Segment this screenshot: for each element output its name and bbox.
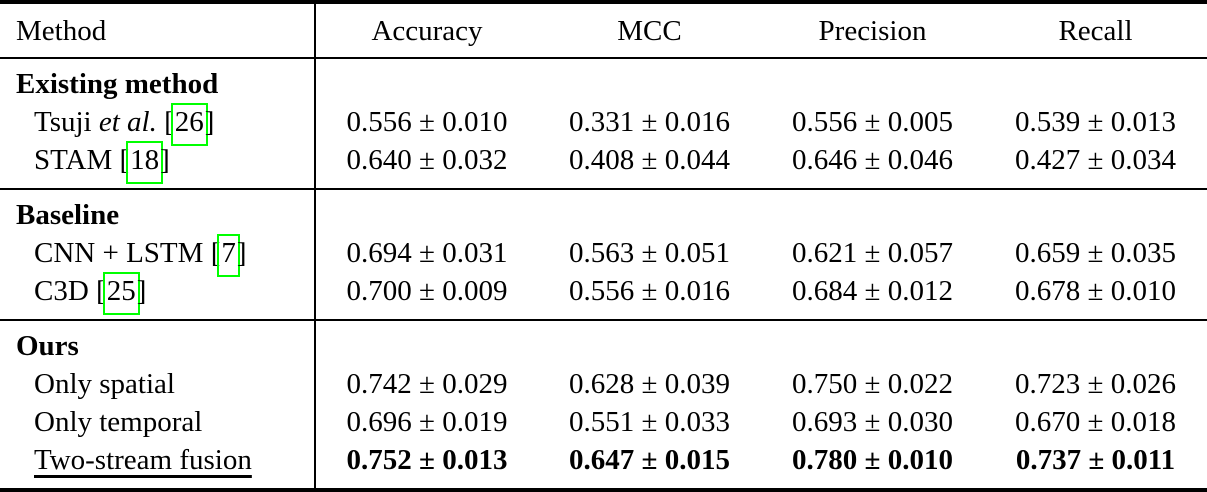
citation-link[interactable]: 18 — [126, 141, 164, 184]
method-cell: Tsuji et al. [26] — [0, 103, 316, 146]
col-header-precision: Precision — [818, 14, 927, 47]
method-label: Tsuji — [34, 106, 92, 138]
citation-bracket: ] — [204, 106, 215, 138]
method-label-italic: et al. — [98, 106, 157, 138]
value-cell: 0.678 ± 0.010 — [1015, 275, 1176, 307]
value-cell: 0.646 ± 0.046 — [792, 144, 953, 176]
value-cell: 0.752 ± 0.013 — [346, 444, 508, 476]
citation-bracket: [ — [119, 144, 130, 176]
value-cell: 0.628 ± 0.039 — [569, 368, 730, 400]
citation-link[interactable]: 7 — [217, 234, 240, 277]
citation-bracket: ] — [136, 275, 147, 307]
empty-cells — [315, 189, 1207, 234]
empty-cells — [315, 320, 1207, 365]
method-cell: Only spatial — [0, 365, 316, 403]
method-cell: Only temporal — [0, 403, 316, 441]
section-ours: Ours Only spatial 0.742 ± 0.029 0.628 ± … — [0, 320, 1207, 490]
table-row-highlighted: Two-stream fusion 0.752 ± 0.013 0.647 ± … — [0, 441, 1207, 490]
value-cell: 0.563 ± 0.051 — [569, 237, 730, 269]
method-cell: STAM [18] — [0, 141, 316, 189]
citation-bracket: [ — [210, 237, 221, 269]
value-cell: 0.331 ± 0.016 — [569, 106, 730, 138]
section-baseline: Baseline CNN + LSTM [7] 0.694 ± 0.031 0.… — [0, 189, 1207, 320]
table-row: Only spatial 0.742 ± 0.029 0.628 ± 0.039… — [0, 365, 1207, 403]
method-label: C3D — [34, 275, 89, 307]
method-label: Two-stream fusion — [34, 444, 252, 476]
section-title: Baseline — [0, 189, 316, 234]
citation-bracket: ] — [236, 237, 247, 269]
table-row: STAM [18] 0.640 ± 0.032 0.408 ± 0.044 0.… — [0, 141, 1207, 189]
method-label: Only temporal — [34, 406, 203, 438]
citation-link[interactable]: 25 — [102, 272, 140, 315]
value-cell: 0.723 ± 0.026 — [1015, 368, 1176, 400]
table-row: Tsuji et al. [26] 0.556 ± 0.010 0.331 ± … — [0, 103, 1207, 146]
col-header-mcc: MCC — [617, 14, 682, 47]
value-cell: 0.742 ± 0.029 — [346, 368, 508, 400]
method-cell: C3D [25] — [0, 272, 316, 320]
col-header-recall: Recall — [1058, 14, 1133, 47]
value-cell: 0.408 ± 0.044 — [569, 144, 730, 176]
value-cell: 0.551 ± 0.033 — [569, 406, 730, 438]
method-label: CNN + LSTM — [34, 237, 204, 269]
value-cell: 0.670 ± 0.018 — [1015, 406, 1176, 438]
table-row: Only temporal 0.696 ± 0.019 0.551 ± 0.03… — [0, 403, 1207, 441]
header-row: Method Accuracy MCC Precision Recall — [0, 2, 1207, 58]
section-existing-method: Existing method Tsuji et al. [26] 0.556 … — [0, 58, 1207, 189]
citation-bracket: [ — [96, 275, 106, 307]
citation-bracket: [ — [164, 106, 174, 138]
value-cell: 0.556 ± 0.016 — [569, 275, 730, 307]
table-header: Method Accuracy MCC Precision Recall — [0, 2, 1207, 58]
table-row: CNN + LSTM [7] 0.694 ± 0.031 0.563 ± 0.0… — [0, 234, 1207, 277]
method-label: Only spatial — [34, 368, 175, 400]
col-header-method: Method — [0, 2, 316, 58]
section-title-row: Baseline — [0, 189, 1207, 234]
method-cell: Two-stream fusion — [0, 441, 316, 490]
value-cell: 0.780 ± 0.010 — [792, 444, 953, 476]
citation-bracket: ] — [160, 144, 170, 176]
value-cell: 0.556 ± 0.005 — [792, 106, 953, 138]
value-cell: 0.684 ± 0.012 — [792, 275, 953, 307]
section-title-row: Ours — [0, 320, 1207, 365]
value-cell: 0.539 ± 0.013 — [1015, 106, 1176, 138]
method-label: STAM — [34, 144, 113, 176]
empty-cells — [315, 58, 1207, 103]
value-cell: 0.693 ± 0.030 — [792, 406, 953, 438]
value-cell: 0.647 ± 0.015 — [569, 444, 730, 476]
section-title: Ours — [0, 320, 316, 365]
value-cell: 0.750 ± 0.022 — [792, 368, 953, 400]
value-cell: 0.427 ± 0.034 — [1015, 144, 1176, 176]
table-row: C3D [25] 0.700 ± 0.009 0.556 ± 0.016 0.6… — [0, 272, 1207, 320]
method-cell: CNN + LSTM [7] — [0, 234, 316, 277]
section-title: Existing method — [0, 58, 316, 103]
value-cell: 0.700 ± 0.009 — [346, 275, 508, 307]
value-cell: 0.659 ± 0.035 — [1015, 237, 1176, 269]
col-header-accuracy: Accuracy — [371, 14, 483, 47]
value-cell: 0.640 ± 0.032 — [346, 144, 508, 176]
value-cell: 0.621 ± 0.057 — [792, 237, 953, 269]
value-cell: 0.696 ± 0.019 — [346, 406, 508, 438]
value-cell: 0.556 ± 0.010 — [346, 106, 508, 138]
value-cell: 0.694 ± 0.031 — [346, 237, 508, 269]
value-cell: 0.737 ± 0.011 — [1015, 444, 1176, 476]
section-title-row: Existing method — [0, 58, 1207, 103]
citation-link[interactable]: 26 — [170, 103, 208, 146]
